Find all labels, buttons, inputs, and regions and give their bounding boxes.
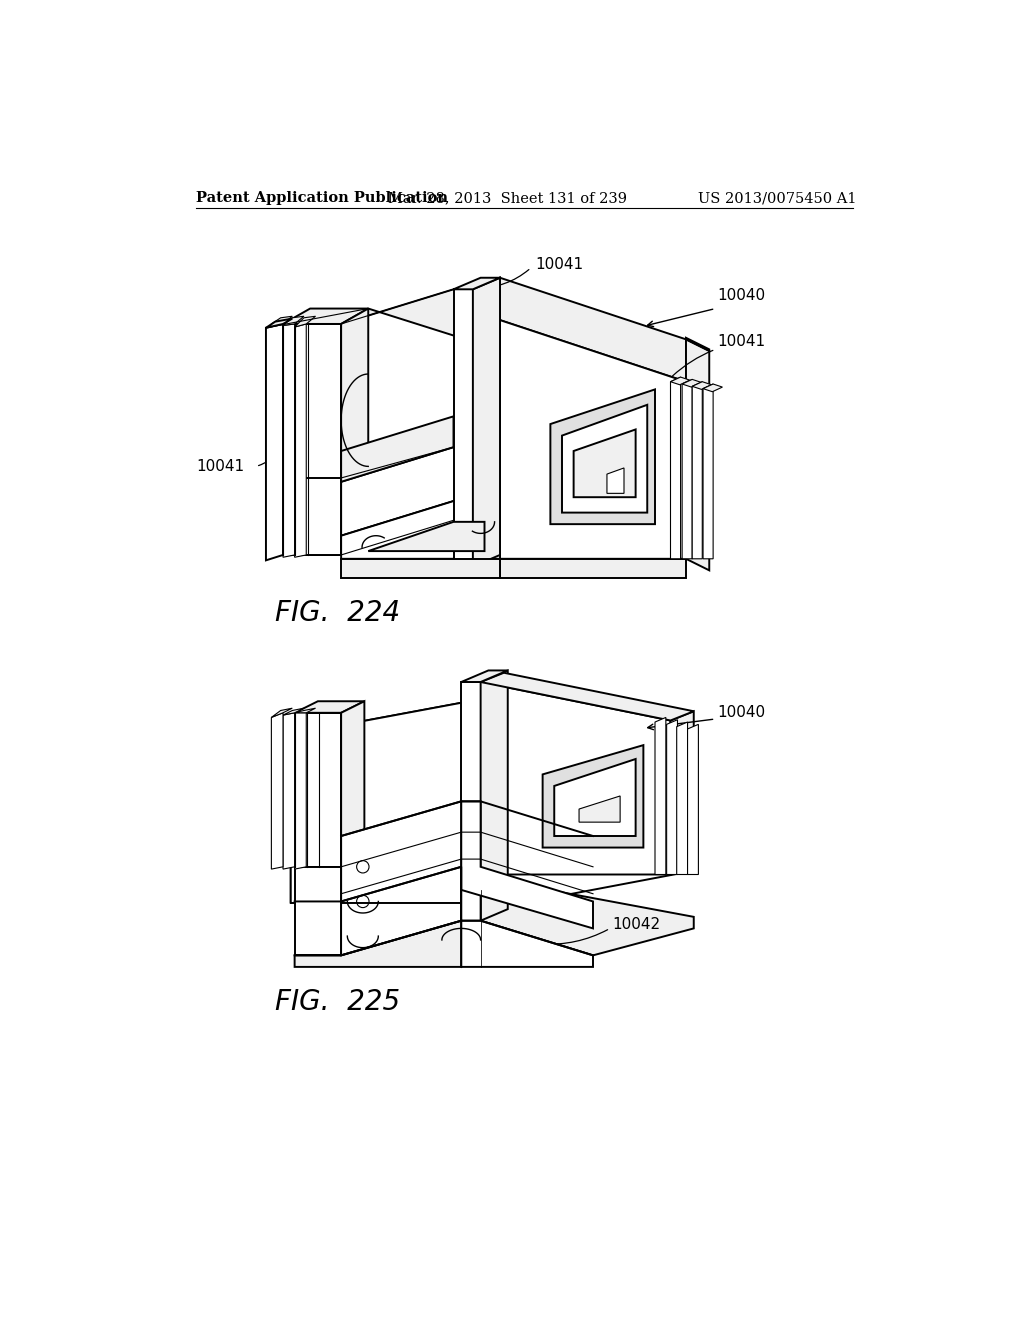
Text: 10042: 10042 [612, 917, 660, 932]
Polygon shape [677, 722, 687, 875]
Polygon shape [579, 796, 621, 822]
Polygon shape [369, 521, 484, 552]
Polygon shape [607, 469, 624, 494]
Polygon shape [692, 381, 702, 558]
Polygon shape [480, 682, 671, 875]
Text: US 2013/0075450 A1: US 2013/0075450 A1 [698, 191, 856, 206]
Polygon shape [554, 759, 636, 836]
Polygon shape [283, 309, 369, 323]
Polygon shape [667, 719, 678, 875]
Polygon shape [682, 379, 692, 558]
Text: FIG.  224: FIG. 224 [275, 599, 400, 627]
Polygon shape [266, 318, 292, 327]
Polygon shape [686, 338, 710, 351]
Text: Mar. 28, 2013  Sheet 131 of 239: Mar. 28, 2013 Sheet 131 of 239 [388, 191, 628, 206]
Polygon shape [291, 726, 337, 903]
Text: FIG.  225: FIG. 225 [275, 987, 400, 1015]
Polygon shape [337, 692, 686, 768]
Polygon shape [271, 317, 292, 323]
Polygon shape [271, 323, 283, 557]
Polygon shape [562, 405, 647, 512]
Polygon shape [573, 429, 636, 498]
Polygon shape [283, 317, 304, 326]
Polygon shape [283, 708, 304, 715]
Polygon shape [550, 389, 655, 524]
Polygon shape [682, 379, 701, 387]
Polygon shape [461, 671, 508, 682]
Polygon shape [295, 921, 461, 966]
Polygon shape [295, 317, 315, 327]
Polygon shape [500, 558, 686, 578]
Polygon shape [461, 682, 480, 921]
Polygon shape [283, 323, 295, 557]
Polygon shape [461, 921, 593, 966]
Polygon shape [692, 381, 712, 389]
Polygon shape [461, 801, 593, 928]
Text: 10040: 10040 [717, 288, 765, 304]
Polygon shape [266, 323, 283, 561]
Polygon shape [655, 718, 666, 875]
Polygon shape [687, 725, 698, 875]
Polygon shape [295, 713, 306, 869]
Polygon shape [341, 436, 500, 536]
Polygon shape [341, 277, 500, 335]
Text: 10040: 10040 [717, 705, 765, 721]
Polygon shape [295, 701, 365, 713]
Polygon shape [271, 713, 283, 869]
Polygon shape [283, 713, 295, 869]
Polygon shape [543, 744, 643, 847]
Polygon shape [341, 416, 454, 482]
Polygon shape [341, 701, 365, 867]
Polygon shape [703, 384, 722, 392]
Polygon shape [295, 867, 341, 956]
Text: 10041: 10041 [197, 459, 245, 474]
Polygon shape [295, 713, 341, 867]
Polygon shape [283, 478, 341, 554]
Text: Patent Application Publication: Patent Application Publication [197, 191, 449, 206]
Polygon shape [454, 289, 473, 566]
Polygon shape [295, 323, 306, 557]
Polygon shape [291, 692, 686, 903]
Polygon shape [283, 323, 341, 554]
Polygon shape [480, 882, 693, 956]
Polygon shape [671, 378, 690, 385]
Polygon shape [341, 801, 461, 902]
Polygon shape [341, 558, 500, 578]
Polygon shape [454, 277, 500, 289]
Polygon shape [671, 378, 681, 558]
Polygon shape [480, 673, 693, 721]
Polygon shape [703, 384, 713, 558]
Polygon shape [500, 321, 686, 558]
Polygon shape [341, 502, 500, 558]
Polygon shape [500, 277, 686, 381]
Polygon shape [671, 711, 693, 875]
Polygon shape [341, 309, 369, 554]
Text: 10041: 10041 [717, 334, 765, 350]
Polygon shape [480, 671, 508, 921]
Polygon shape [271, 708, 292, 718]
Polygon shape [473, 277, 500, 566]
Polygon shape [295, 708, 315, 713]
Text: 10041: 10041 [535, 257, 583, 272]
Polygon shape [686, 339, 710, 570]
